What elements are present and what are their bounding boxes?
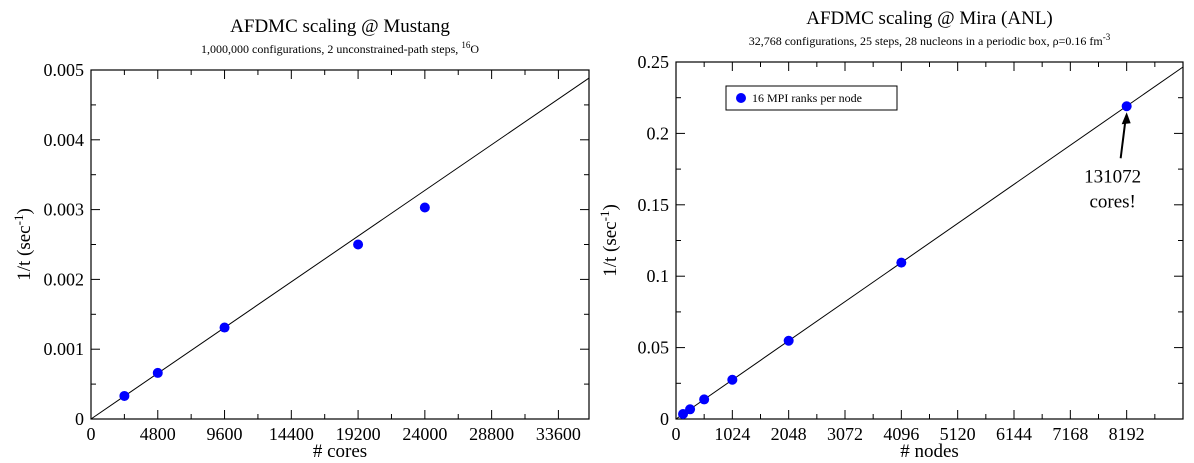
y-tick-label: 0.001 bbox=[44, 339, 85, 359]
x-tick-label: 5120 bbox=[940, 424, 976, 444]
data-point bbox=[219, 322, 230, 333]
chart-title: AFDMC scaling @ Mira (ANL) bbox=[806, 8, 1053, 29]
legend-marker bbox=[736, 93, 746, 103]
y-tick-label: 0.2 bbox=[647, 123, 670, 143]
legend-label: 16 MPI ranks per node bbox=[752, 91, 862, 105]
y-tick-label: 0 bbox=[660, 409, 669, 429]
legend-box bbox=[725, 85, 898, 111]
data-point bbox=[896, 257, 907, 268]
data-point bbox=[783, 335, 794, 346]
y-tick-label: 0.15 bbox=[638, 195, 670, 215]
y-tick-label: 0.05 bbox=[638, 338, 670, 358]
legend: 16 MPI ranks per node bbox=[725, 85, 898, 111]
y-tick-label: 0.1 bbox=[647, 266, 670, 286]
x-tick-label: 9600 bbox=[207, 424, 243, 444]
plot-frame bbox=[90, 69, 590, 420]
data-point bbox=[419, 202, 430, 213]
plot-frame bbox=[675, 61, 1184, 420]
x-axis-label: # cores bbox=[313, 441, 367, 462]
annotation-text: 131072 bbox=[1084, 166, 1141, 187]
y-axis-label: 1/t (sec-1) bbox=[597, 204, 621, 277]
fit-line bbox=[675, 66, 1184, 420]
x-tick-label: 0 bbox=[87, 424, 96, 444]
chart-2: AFDMC scaling @ Mira (ANL) 32,768 configu… bbox=[597, 8, 1184, 462]
chart-subtitle: 1,000,000 configurations, 2 unconstraine… bbox=[201, 40, 479, 56]
y-tick-label: 0.25 bbox=[638, 52, 670, 72]
x-tick-label: 33600 bbox=[536, 424, 581, 444]
data-point bbox=[699, 394, 710, 405]
x-tick-label: 8192 bbox=[1109, 424, 1145, 444]
x-axis-label: # nodes bbox=[900, 441, 959, 462]
y-tick-label: 0.002 bbox=[44, 269, 85, 289]
y-tick-label: 0.005 bbox=[44, 60, 85, 80]
x-tick-label: 0 bbox=[672, 424, 681, 444]
chart-1: AFDMC scaling @ Mustang 1,000,000 configu… bbox=[11, 16, 590, 462]
x-tick-label: 28800 bbox=[469, 424, 514, 444]
data-point bbox=[727, 374, 738, 385]
chart-subtitle: 32,768 configurations, 25 steps, 28 nucl… bbox=[749, 32, 1111, 48]
annotation-arrow bbox=[1119, 118, 1127, 159]
x-tick-label: 4800 bbox=[140, 424, 176, 444]
x-tick-label: 6144 bbox=[996, 424, 1032, 444]
y-tick-label: 0.003 bbox=[44, 200, 85, 220]
annotation-arrowhead bbox=[1121, 112, 1131, 125]
x-tick-label: 2048 bbox=[771, 424, 807, 444]
fit-line bbox=[90, 77, 590, 420]
x-tick-label: 7168 bbox=[1052, 424, 1088, 444]
data-point bbox=[678, 409, 689, 420]
y-axis-label: 1/t (sec-1) bbox=[11, 208, 35, 281]
x-tick-label: 24000 bbox=[402, 424, 447, 444]
annotation-text: cores! bbox=[1089, 191, 1135, 212]
y-tick-label: 0 bbox=[75, 409, 84, 429]
data-point bbox=[1121, 101, 1132, 112]
x-tick-label: 3072 bbox=[827, 424, 863, 444]
y-tick-label: 0.004 bbox=[44, 130, 85, 150]
data-point bbox=[152, 367, 163, 378]
x-tick-label: 1024 bbox=[714, 424, 750, 444]
data-point bbox=[353, 239, 364, 250]
data-point bbox=[119, 390, 130, 401]
data-point bbox=[685, 404, 696, 415]
x-tick-label: 4096 bbox=[883, 424, 919, 444]
x-tick-label: 14400 bbox=[269, 424, 314, 444]
chart-title: AFDMC scaling @ Mustang bbox=[230, 16, 450, 37]
x-tick-label: 19200 bbox=[336, 424, 381, 444]
